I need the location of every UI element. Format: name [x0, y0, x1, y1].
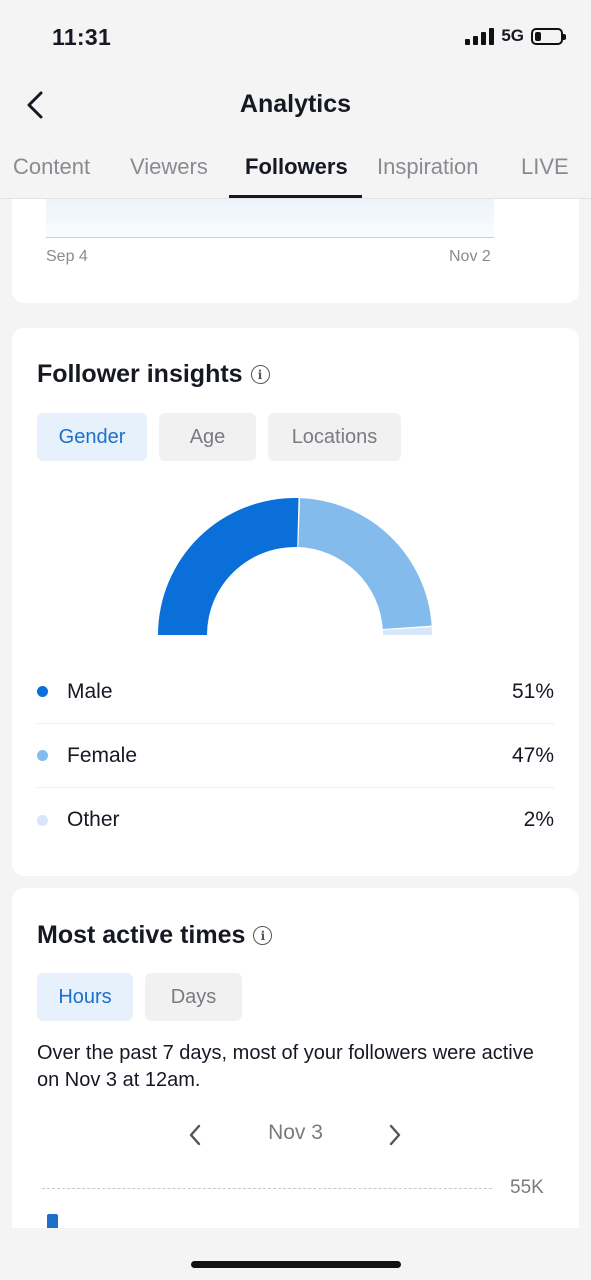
active-times-description: Over the past 7 days, most of your follo… — [37, 1042, 534, 1091]
chevron-right-icon — [389, 1124, 401, 1146]
filter-age[interactable]: Age — [159, 413, 256, 461]
tab-content[interactable]: Content — [13, 154, 91, 179]
x-axis-end-label: Nov 2 — [449, 248, 491, 265]
legend-dot-male — [37, 686, 48, 697]
legend-row-male: Male 51% — [37, 660, 554, 724]
tab-followers[interactable]: Followers — [245, 154, 348, 179]
tab-inspiration[interactable]: Inspiration — [377, 154, 479, 179]
legend-value-male: 51% — [511, 679, 554, 703]
date-navigator: Nov 3 — [12, 1118, 579, 1148]
chevron-left-icon — [189, 1124, 201, 1146]
legend-label-female: Female — [67, 743, 138, 767]
legend-label-other: Other — [67, 808, 120, 831]
follower-insights-card: Follower insights i Gender Age Locations… — [12, 328, 579, 876]
signal-icon — [465, 27, 495, 45]
chevron-left-icon — [27, 91, 43, 119]
current-date: Nov 3 — [268, 1121, 323, 1144]
info-icon[interactable]: i — [250, 365, 270, 384]
follower-insights-title: Follower insights — [37, 360, 243, 388]
most-active-times-header: Most active times i — [37, 921, 273, 950]
most-active-times-title: Most active times — [37, 921, 246, 949]
donut-slice-other — [382, 627, 432, 635]
most-active-times-card: Most active times i Hours Days Over the … — [12, 888, 579, 1228]
active-tab-indicator — [229, 195, 362, 198]
x-axis-start-label: Sep 4 — [46, 248, 88, 265]
gender-donut-chart — [158, 498, 432, 635]
trend-area — [46, 199, 494, 237]
status-bar: 11:31 5G — [0, 0, 591, 72]
donut-slice-male — [158, 498, 299, 635]
status-icons: 5G — [465, 26, 566, 46]
battery-icon — [531, 27, 566, 45]
tab-viewers[interactable]: Viewers — [130, 154, 208, 179]
follower-trend-card: Sep 4 Nov 2 — [12, 199, 579, 303]
nav-bar: Analytics — [0, 72, 591, 140]
legend-row-other: Other 2% — [37, 788, 554, 852]
donut-slice-female — [298, 498, 432, 629]
legend-value-other: 2% — [523, 808, 554, 831]
follower-insights-header: Follower insights i — [37, 360, 270, 389]
legend-row-female: Female 47% — [37, 724, 554, 788]
filter-days[interactable]: Days — [145, 973, 242, 1021]
filter-hours[interactable]: Hours — [37, 973, 133, 1021]
x-axis-line — [46, 237, 494, 238]
legend-label-male: Male — [67, 679, 113, 703]
prev-date-button[interactable] — [188, 1118, 202, 1148]
filter-locations[interactable]: Locations — [268, 413, 401, 461]
page-title: Analytics — [239, 90, 352, 118]
hour-bar — [47, 1214, 58, 1228]
max-gridline — [42, 1188, 492, 1189]
back-button[interactable] — [18, 86, 52, 124]
legend-dot-female — [37, 750, 48, 761]
filter-gender[interactable]: Gender — [37, 413, 147, 461]
home-indicator — [191, 1261, 401, 1268]
legend-dot-other — [37, 814, 48, 826]
info-icon[interactable]: i — [253, 926, 273, 945]
status-time: 11:31 — [52, 24, 112, 50]
tab-bar: Content Viewers Followers Inspiration LI… — [0, 140, 591, 199]
next-date-button[interactable] — [388, 1118, 402, 1148]
network-label: 5G — [501, 26, 524, 45]
tab-live[interactable]: LIVE — [521, 154, 569, 179]
legend-value-female: 47% — [511, 743, 554, 767]
y-axis-max-label: 55K — [510, 1177, 544, 1198]
